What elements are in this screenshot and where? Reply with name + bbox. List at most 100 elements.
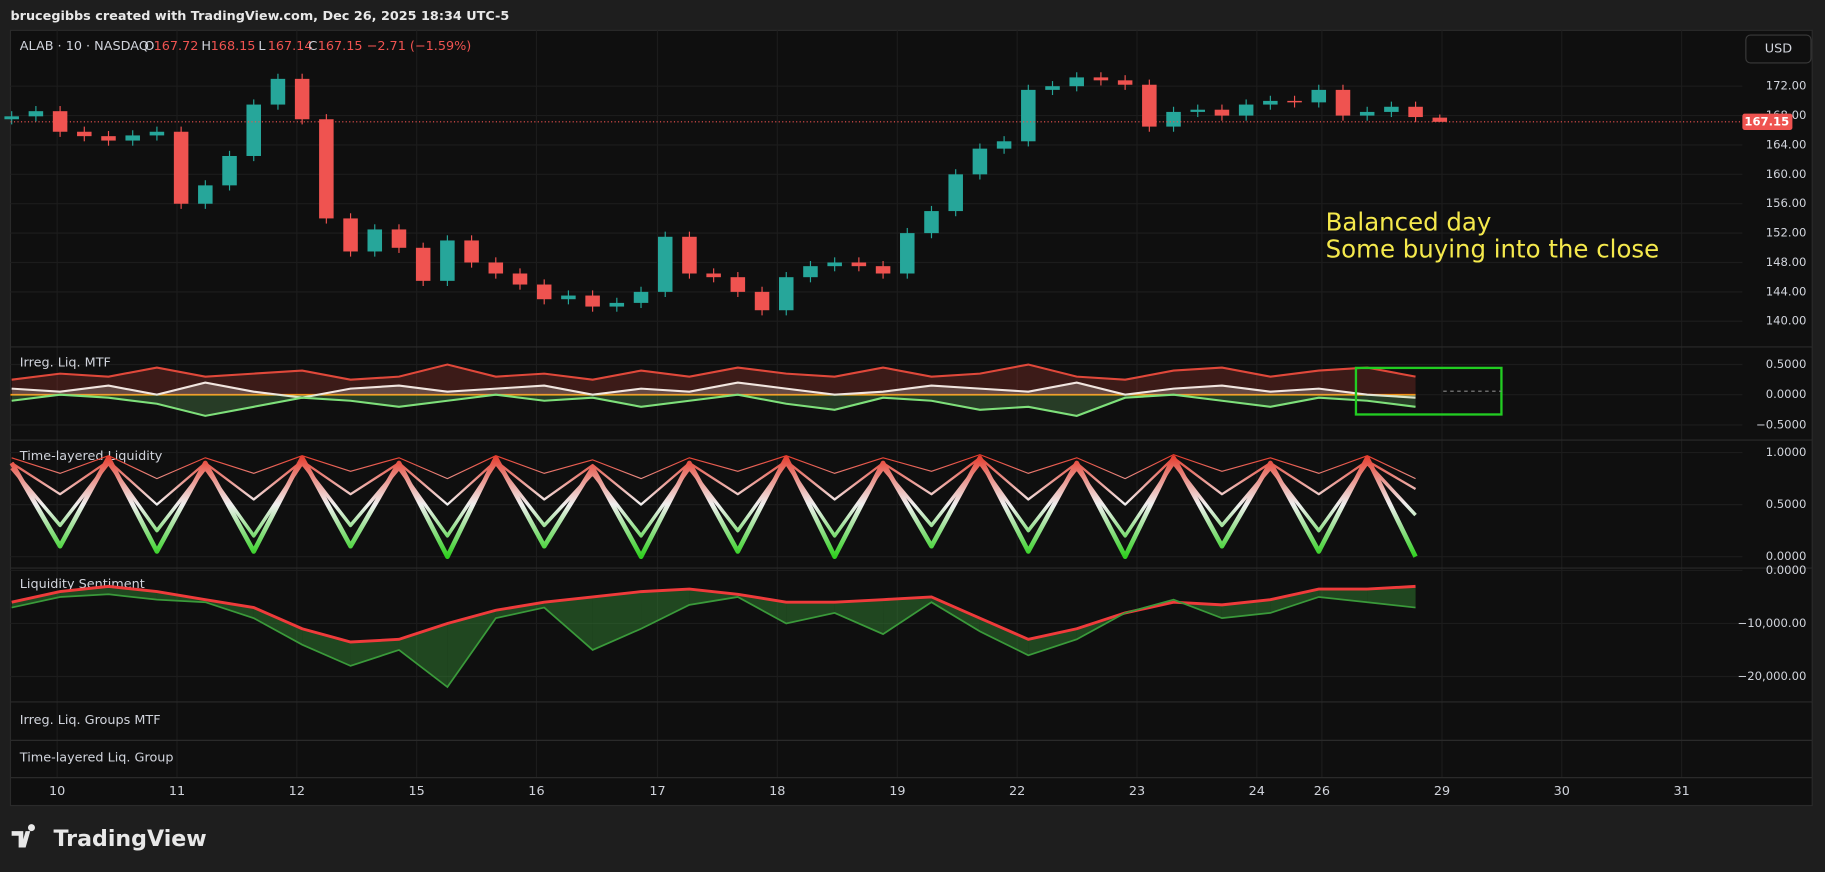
liquidity-line	[10, 461, 1417, 538]
band-fill	[495, 602, 545, 619]
candle-body	[319, 119, 334, 219]
candle-body	[367, 229, 383, 252]
candle-body	[294, 78, 310, 120]
candle-body	[173, 131, 189, 204]
candle-body	[1238, 104, 1254, 116]
candle-body	[561, 295, 576, 300]
y-tick-label: −20,000.00	[1737, 669, 1806, 683]
area-fill	[11, 394, 1416, 416]
candle-body	[270, 78, 286, 105]
liquidity-line	[11, 456, 1417, 506]
grid	[10, 30, 1743, 778]
y-tick-label: 156.00	[1766, 196, 1807, 210]
ohlc-value: 168.15	[211, 39, 256, 54]
y-tick-label: 0.5000	[1766, 357, 1807, 371]
plot: 10 11 12 15 16 17 18 19 22 23 24 26 29 30 31 140.00 144.…	[4, 39, 1806, 799]
currency[interactable]: USD	[1765, 42, 1792, 57]
band-fill	[883, 596, 932, 635]
pane-title: Time-layered Liquidity	[19, 449, 163, 464]
ohlc-value: 167.15	[318, 39, 363, 54]
x-tick-label: 22	[1009, 784, 1025, 799]
candle-body	[1408, 106, 1423, 118]
header: brucegibbs created with TradingView.com,…	[10, 9, 509, 24]
x-tick-label: 19	[889, 784, 905, 799]
candle-body	[996, 141, 1012, 149]
band-fill	[1367, 586, 1416, 608]
candle-body	[246, 104, 261, 156]
currency-button[interactable]	[1745, 34, 1812, 64]
x-tick-label: 23	[1129, 784, 1145, 799]
last-price-tag	[1742, 113, 1793, 130]
candle-body	[1069, 77, 1084, 87]
candle-body	[875, 266, 891, 274]
area-line	[11, 393, 1416, 417]
candle-body	[1287, 100, 1302, 103]
candle-body	[512, 273, 528, 285]
y-tick-label: 0.0000	[1766, 563, 1807, 577]
candle-body	[924, 211, 939, 234]
pane-title: Irreg. Liq. Groups MTF	[20, 713, 161, 728]
area-line	[11, 381, 1416, 399]
candle-body	[948, 174, 963, 212]
candle-body	[633, 291, 649, 303]
candle-body	[1117, 80, 1133, 85]
candle-body	[1093, 77, 1109, 81]
symbol: ALAB · 10 · NASDAQ	[20, 39, 149, 54]
candle-body	[198, 185, 213, 204]
logo: TradingView	[11, 824, 207, 852]
candle-body	[28, 111, 44, 117]
pane-title: Irreg. Liq. MTF	[20, 356, 111, 371]
y-tick-label: 0.0000	[1766, 549, 1807, 563]
candle-body	[440, 240, 455, 281]
candle-body	[657, 236, 673, 292]
band-fill	[786, 602, 835, 624]
area-fill	[11, 382, 1416, 398]
band-fill	[1028, 628, 1077, 656]
candle-body	[536, 284, 552, 300]
band-fill	[253, 607, 303, 645]
candle-body	[1214, 109, 1230, 116]
candle-body	[827, 262, 842, 267]
y-tick-label: 0.0000	[1766, 387, 1807, 401]
x-tick-label: 11	[169, 784, 185, 799]
band-fill	[544, 596, 593, 650]
band-fill	[447, 610, 496, 688]
sentiment-line	[11, 593, 1416, 689]
candle-body	[101, 136, 116, 141]
x-tick-label: 10	[49, 784, 65, 799]
area-line	[11, 363, 1416, 381]
y-tick-label: 172.00	[1766, 79, 1807, 93]
x-tick-label: 12	[289, 784, 305, 799]
band-fill	[979, 618, 1029, 656]
band-fill	[108, 586, 157, 600]
candle-body	[778, 277, 794, 311]
ohlc-key: H	[201, 39, 211, 54]
candle-body	[343, 218, 358, 252]
band-fill	[302, 628, 351, 666]
logo-text: TradingView	[54, 826, 207, 852]
x-tick-label: 16	[528, 784, 544, 799]
candle-body	[77, 131, 92, 137]
last-price-label: 167.15	[1744, 114, 1789, 128]
y-tick-label: 144.00	[1766, 284, 1807, 298]
candle-body	[1021, 89, 1036, 142]
candle-body	[1190, 109, 1206, 112]
band-fill	[398, 623, 448, 688]
candle-body	[730, 277, 746, 292]
candle-body	[391, 229, 407, 248]
y-tick-label: 160.00	[1766, 167, 1807, 181]
candle-body	[609, 302, 625, 307]
band-fill	[592, 591, 642, 650]
band-fill	[641, 588, 690, 629]
candle-body	[488, 262, 504, 274]
band-fill	[689, 588, 738, 605]
annotation: Some buying into the close	[1326, 234, 1660, 263]
candle-body	[706, 273, 721, 278]
logo-icon	[11, 824, 35, 848]
band-fill	[931, 596, 980, 632]
candle-body	[1432, 117, 1448, 122]
candle-body	[754, 291, 770, 311]
ohlc-value: 167.14	[268, 39, 313, 54]
candle-body	[1142, 84, 1157, 127]
